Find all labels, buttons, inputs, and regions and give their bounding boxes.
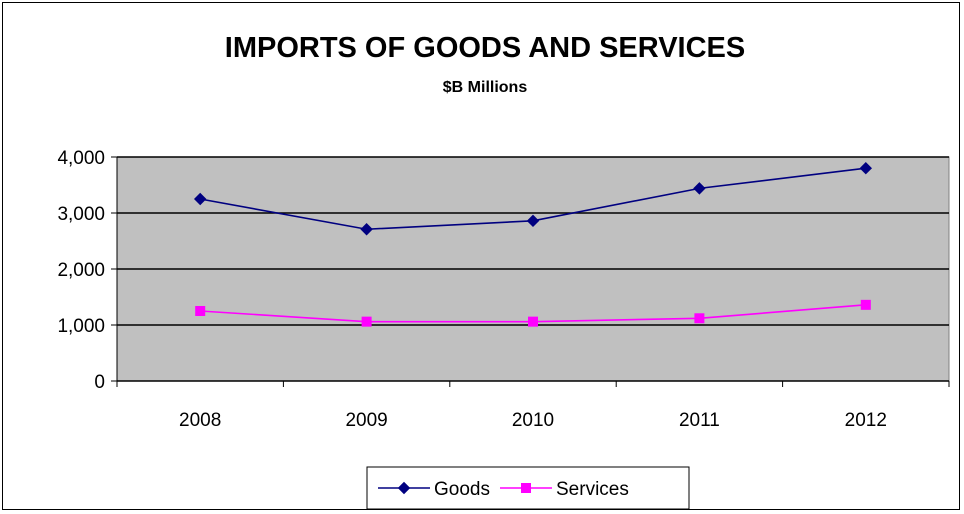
line-chart: IMPORTS OF GOODS AND SERVICES $B Million… bbox=[57, 32, 950, 509]
legend-label-services: Services bbox=[556, 479, 629, 500]
x-tick-label: 2009 bbox=[345, 410, 387, 431]
y-tick-label: 4,000 bbox=[57, 148, 105, 169]
legend-label-goods: Goods bbox=[434, 479, 490, 500]
data-point-goods bbox=[693, 182, 706, 195]
x-tick-label: 2012 bbox=[845, 410, 887, 431]
legend-items: Goods Services bbox=[378, 479, 629, 500]
chart-title: IMPORTS OF GOODS AND SERVICES bbox=[225, 32, 745, 64]
y-tick-label: 3,000 bbox=[57, 204, 105, 225]
data-point-services bbox=[860, 299, 871, 310]
data-point-services bbox=[694, 313, 705, 324]
data-point-services bbox=[195, 306, 206, 316]
data-point-services bbox=[528, 316, 538, 327]
legend-marker-services bbox=[521, 483, 531, 493]
data-point-goods bbox=[859, 161, 873, 175]
data-point-goods bbox=[526, 214, 540, 228]
chart-subtitle: $B Millions bbox=[443, 79, 528, 96]
series-layer bbox=[193, 161, 873, 327]
legend-marker-goods bbox=[397, 481, 411, 495]
x-tick-label: 2008 bbox=[179, 410, 221, 431]
data-point-goods bbox=[193, 192, 207, 206]
x-tick-label: 2010 bbox=[512, 410, 554, 431]
legend: Goods Services bbox=[366, 466, 690, 509]
y-tick-label: 2,000 bbox=[57, 260, 105, 281]
y-tick-label: 1,000 bbox=[57, 316, 105, 337]
data-point-services bbox=[361, 316, 372, 327]
x-tick-label: 2011 bbox=[679, 410, 720, 431]
data-point-goods bbox=[360, 223, 373, 236]
y-tick-label: 0 bbox=[94, 372, 105, 393]
axes: 0 1,000 2,000 3,000 4,000 2008 2009 2010 2011 201… bbox=[57, 148, 950, 431]
